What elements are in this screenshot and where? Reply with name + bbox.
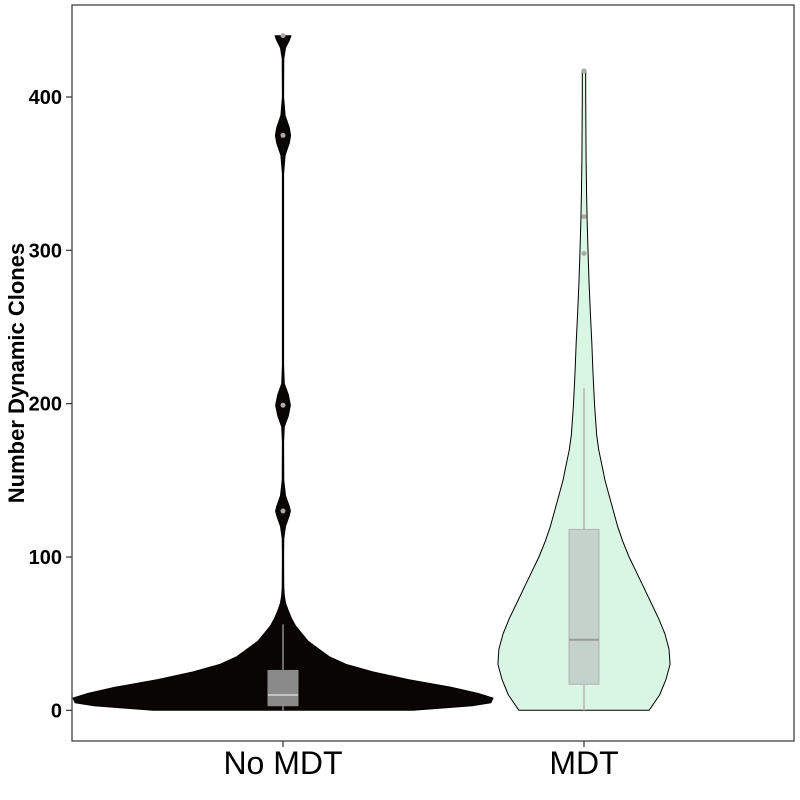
x-axis: No MDT MDT [223, 741, 619, 781]
x-tick-label: No MDT [223, 745, 342, 781]
y-axis-label: Number Dynamic Clones [4, 243, 29, 503]
y-axis: 0 100 200 300 400 [29, 87, 72, 722]
y-tick-label: 400 [29, 87, 62, 109]
outlier-point [581, 214, 587, 220]
outlier-point [280, 132, 286, 138]
box-iqr [267, 669, 299, 707]
outlier-point [280, 508, 286, 514]
outlier-point [280, 402, 286, 408]
outlier-point [581, 250, 587, 256]
y-tick-label: 0 [51, 700, 62, 722]
box-iqr [568, 528, 600, 685]
y-tick-label: 200 [29, 394, 62, 416]
y-tick-label: 100 [29, 547, 62, 569]
x-tick-label: MDT [549, 745, 618, 781]
violin-no-mdt [72, 35, 494, 711]
outlier-point [280, 33, 286, 39]
violins [72, 33, 671, 711]
plot-panel [71, 4, 795, 742]
y-tick-label: 300 [29, 240, 62, 262]
outlier-point [581, 68, 587, 74]
